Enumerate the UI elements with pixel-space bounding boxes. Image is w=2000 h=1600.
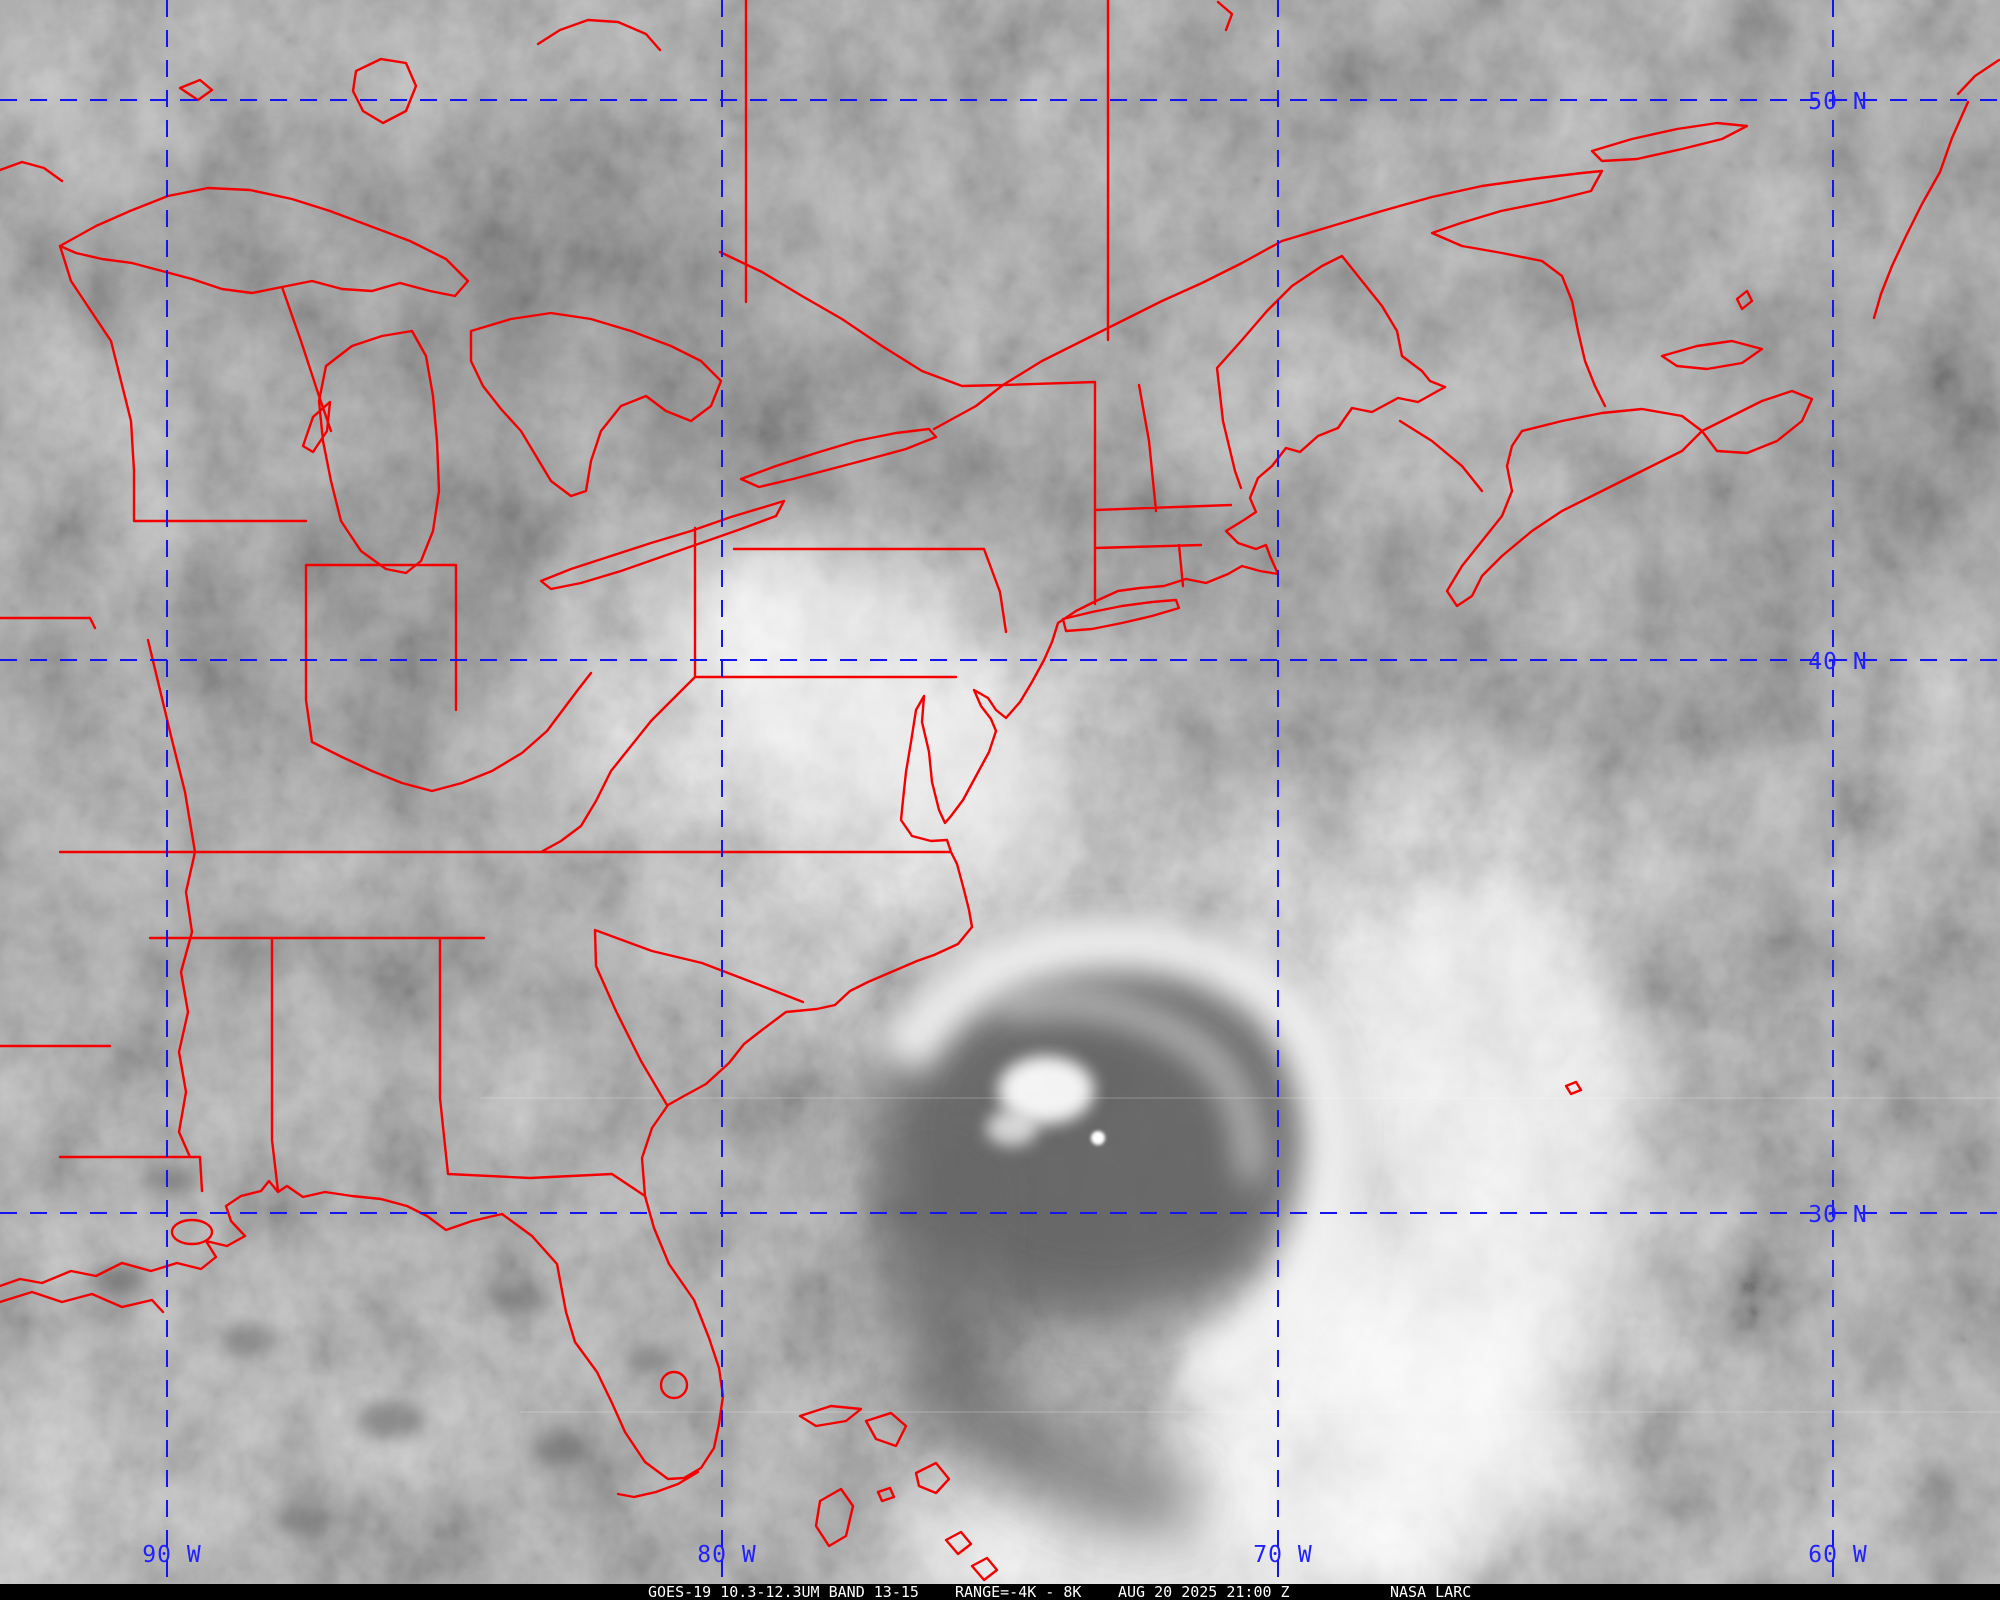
hurricane-core-cloud-2	[986, 1110, 1038, 1146]
hurricane-outer-band	[876, 914, 1360, 1397]
us-east-coastline	[0, 385, 1447, 1481]
caption-bar: GOES-19 10.3-12.3UM BAND 13-15 RANGE=-4K…	[0, 1584, 2000, 1600]
cloud-highlights	[661, 550, 1624, 1600]
hurricane-core-cloud	[998, 1056, 1094, 1124]
hurricane-dark-tail	[895, 1164, 1199, 1538]
hurricane-eye	[1091, 1131, 1105, 1145]
gulf-small-features	[0, 1080, 1583, 1314]
cumulus-speckles	[94, 1165, 674, 1535]
grid-label-60w: 60 W	[1808, 1542, 1867, 1568]
lake-pontchartrain	[170, 1218, 214, 1246]
caption-instrument: GOES-19 10.3-12.3UM BAND 13-15	[648, 1583, 919, 1600]
grid-label-50n: 50 N	[1808, 89, 1867, 115]
grid-label-30n: 30 N	[1808, 1202, 1867, 1228]
grid-label-90w: 90 W	[142, 1542, 201, 1568]
caption-credit: NASA LARC	[1390, 1583, 1472, 1600]
grid-labels: 50 N 40 N 30 N 90 W 80 W 70 W 60 W	[142, 89, 1867, 1568]
scanline-artifacts	[480, 1097, 2000, 1413]
caption-datetime: AUG 20 2025 21:00 Z	[1118, 1583, 1290, 1600]
state-borders	[0, 0, 1447, 1198]
grid-label-70w: 70 W	[1253, 1542, 1312, 1568]
maritime-coasts	[1398, 58, 2000, 608]
hurricane	[876, 914, 1360, 1538]
hurricane-inner-band	[997, 990, 1263, 1181]
lake-okeechobee	[659, 1370, 689, 1400]
grid-label-40n: 40 N	[1808, 649, 1867, 675]
hurricane-moat	[877, 942, 1333, 1318]
bahamas-islands	[616, 1404, 999, 1582]
canada-rivers-borders	[718, 169, 1607, 431]
caption-range: RANGE=-4K - 8K	[955, 1583, 1082, 1600]
canada-top-features	[0, 0, 1234, 183]
long-island-outline	[1061, 598, 1181, 633]
grid-label-80w: 80 W	[697, 1542, 756, 1568]
great-lakes-outline	[58, 186, 938, 591]
